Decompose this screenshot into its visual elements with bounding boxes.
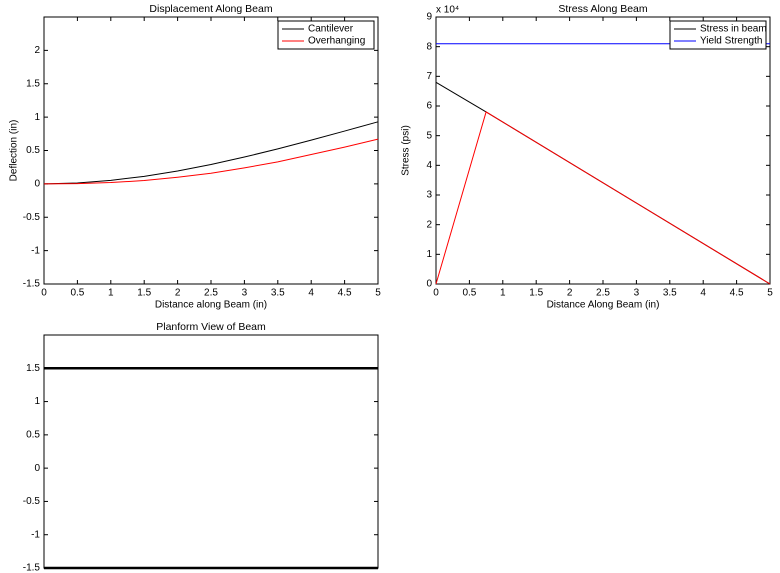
y-tick-label: 1	[34, 112, 40, 123]
legend-box	[277, 20, 375, 50]
legend-label: Overhanging	[308, 36, 365, 47]
legend-label: Stress in beam	[700, 24, 767, 35]
x-tick-label: 2	[175, 288, 181, 299]
chart-title: Displacement Along Beam	[149, 3, 272, 15]
y-tick-label: 6	[426, 101, 432, 112]
x-tick-label: 1.5	[529, 288, 543, 299]
subplot: Planform View of Beam -1.5 -1 -0.5 0 0.5 1 1.5	[23, 321, 379, 573]
y-tick-label: 3	[426, 190, 432, 201]
data-line	[435, 111, 771, 285]
x-tick-label: 2	[567, 288, 573, 299]
y-tick-label: 1	[426, 249, 432, 260]
x-tick-label: 1	[500, 288, 506, 299]
y-tick-label: 2	[34, 45, 40, 56]
y-tick-label: 5	[426, 130, 432, 141]
x-tick-label: 3	[242, 288, 248, 299]
x-tick-label: 1	[108, 288, 114, 299]
x-tick-label: 2.5	[596, 288, 610, 299]
y-exponent-label: x 10⁴	[436, 5, 459, 16]
y-tick-label: 0.5	[26, 145, 40, 156]
x-tick-label: 3.5	[271, 288, 285, 299]
chart-title: Stress Along Beam	[558, 3, 648, 15]
y-tick-label: -0.5	[23, 496, 41, 507]
x-tick-label: 5	[375, 288, 381, 299]
y-tick-label: -1	[31, 529, 40, 540]
y-tick-label: 0	[34, 179, 40, 190]
y-axis-label: Deflection (in)	[9, 120, 20, 182]
chart-title: Planform View of Beam	[156, 321, 266, 333]
legend-label: Yield Strength	[700, 36, 762, 47]
x-tick-label: 3.5	[663, 288, 677, 299]
legend-label: Cantilever	[308, 24, 354, 35]
y-tick-label: -1.5	[23, 279, 41, 290]
y-tick-label: -1.5	[23, 563, 41, 573]
axes-box	[43, 334, 379, 569]
axes-box	[43, 16, 379, 285]
x-tick-label: 4.5	[338, 288, 352, 299]
y-axis-label: Stress (psi)	[401, 125, 412, 176]
x-tick-label: 4.5	[730, 288, 744, 299]
y-tick-label: 0.5	[26, 429, 40, 440]
legend-box	[669, 20, 767, 50]
y-tick-label: 0	[34, 463, 40, 474]
x-tick-label: 0	[433, 288, 439, 299]
x-tick-label: 3	[634, 288, 640, 299]
data-line	[43, 121, 379, 185]
x-tick-label: 4	[308, 288, 314, 299]
data-line	[43, 138, 379, 185]
y-tick-label: -0.5	[23, 212, 41, 223]
x-tick-label: 4	[700, 288, 706, 299]
x-axis-label: Distance along Beam (in)	[155, 300, 267, 311]
y-tick-label: 1	[34, 396, 40, 407]
y-tick-label: 1.5	[26, 363, 40, 374]
axes-box	[435, 16, 771, 285]
x-tick-label: 2.5	[204, 288, 218, 299]
y-tick-label: 7	[426, 71, 432, 82]
subplot: Stress Along Beam Distance Along Beam (in…	[401, 3, 774, 311]
x-tick-label: 5	[767, 288, 773, 299]
x-tick-label: 1.5	[137, 288, 151, 299]
y-tick-label: 0	[426, 279, 432, 290]
x-tick-label: 0.5	[70, 288, 84, 299]
x-axis-label: Distance Along Beam (in)	[547, 300, 660, 311]
y-tick-label: 8	[426, 41, 432, 52]
x-tick-label: 0.5	[462, 288, 476, 299]
y-tick-label: -1	[31, 245, 40, 256]
subplot: Displacement Along Beam Distance along Be…	[9, 3, 382, 311]
y-tick-label: 2	[426, 219, 432, 230]
y-tick-label: 1.5	[26, 78, 40, 89]
x-tick-label: 0	[41, 288, 47, 299]
y-tick-label: 9	[426, 12, 432, 23]
y-tick-label: 4	[426, 160, 432, 171]
